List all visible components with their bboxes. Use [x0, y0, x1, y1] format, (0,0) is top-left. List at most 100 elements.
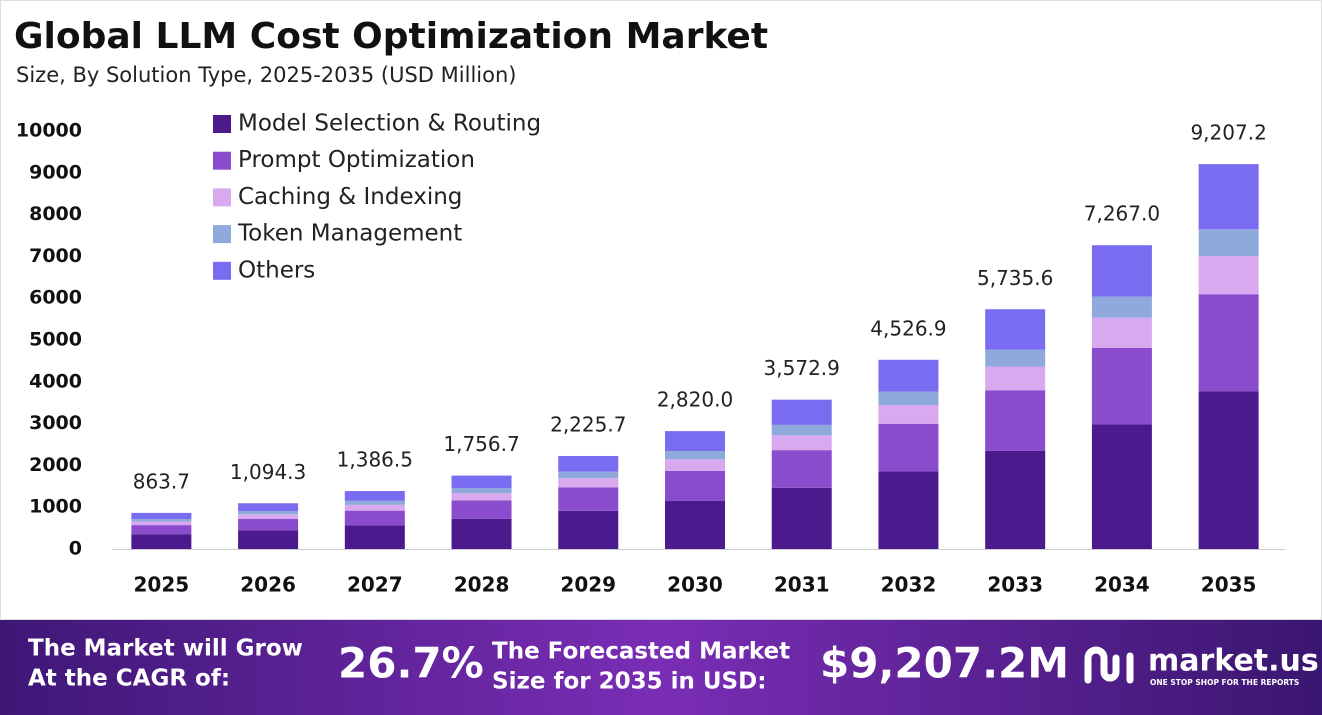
bar-segment	[985, 450, 1046, 549]
bar-segment	[878, 359, 939, 392]
bar-segment	[1091, 424, 1152, 549]
bar-segment	[558, 455, 619, 472]
bar-segment	[238, 514, 299, 519]
bar-segment	[1091, 245, 1152, 297]
forecast-text: Size for 2035 in USD:	[492, 669, 766, 695]
x-tick-label: 2033	[987, 573, 1043, 597]
bar-segment	[238, 503, 299, 511]
bar-segment	[451, 475, 512, 488]
y-tick-label: 7000	[29, 245, 82, 267]
x-tick-label: 2030	[667, 573, 723, 597]
bar-segment	[558, 471, 619, 479]
x-tick-label: 2032	[881, 573, 937, 597]
x-tick-label: 2027	[347, 573, 403, 597]
bar-segment	[344, 510, 405, 526]
bar-segment	[665, 431, 725, 452]
forecast-value: $9,207.2M	[820, 639, 1069, 688]
bar-segment	[1198, 229, 1259, 257]
x-tick-label: 2035	[1201, 573, 1257, 597]
legend-swatch	[213, 261, 231, 280]
bar-segment	[131, 512, 192, 519]
bar-segment	[131, 518, 192, 522]
bar-segment	[344, 504, 405, 511]
y-tick-label: 9000	[29, 161, 82, 183]
legend-label: Model Selection & Routing	[238, 111, 541, 137]
x-tick-label: 2029	[560, 573, 616, 597]
cagr-value: 26.7%	[338, 639, 484, 688]
y-tick-label: 2000	[29, 454, 82, 476]
y-tick-label: 1000	[29, 496, 82, 518]
y-tick-label: 10000	[16, 120, 82, 142]
bar-segment	[878, 471, 939, 549]
bar-segment	[878, 404, 939, 424]
total-label: 1,094.3	[230, 460, 306, 484]
bar-segment	[131, 525, 192, 535]
bar-segment	[985, 309, 1046, 350]
legend-swatch	[213, 151, 231, 170]
chart-subtitle: Size, By Solution Type, 2025-2035 (USD M…	[16, 63, 516, 87]
y-tick-label: 4000	[29, 370, 82, 392]
x-tick-label: 2034	[1094, 573, 1150, 597]
total-label: 3,572.9	[764, 356, 840, 380]
bar-segment	[985, 390, 1046, 451]
bar-segment	[451, 500, 512, 519]
bar-segment	[451, 518, 512, 549]
chart-title: Global LLM Cost Optimization Market	[14, 16, 768, 57]
y-tick-label: 5000	[29, 329, 82, 351]
total-label: 7,267.0	[1084, 202, 1160, 226]
total-label: 2,820.0	[657, 388, 733, 412]
cagr-text: The Market will Grow	[28, 636, 303, 662]
bar-segment	[238, 518, 299, 531]
footer: The Market will Grow At the CAGR of: 26.…	[28, 636, 1319, 695]
y-tick-label: 6000	[29, 287, 82, 309]
total-label: 5,735.6	[977, 266, 1053, 290]
bar-segment	[1198, 294, 1259, 392]
total-label: 4,526.9	[870, 316, 946, 340]
legend-swatch	[213, 115, 231, 133]
legend-label: Others	[238, 257, 315, 283]
bar-segment	[131, 521, 192, 526]
bar-segment	[1091, 296, 1152, 318]
bar-segment	[451, 493, 512, 501]
bar-segment	[344, 491, 405, 501]
legend-label: Token Management	[237, 221, 462, 247]
bar-segment	[1198, 391, 1259, 549]
x-tick-label: 2025	[134, 573, 190, 597]
legend-swatch	[213, 188, 231, 207]
bar-segment	[344, 500, 405, 505]
bar-segment	[238, 530, 299, 549]
bar-segment	[1091, 347, 1152, 425]
total-label: 1,756.7	[443, 432, 519, 456]
brand-logo	[1084, 646, 1134, 684]
total-label: 9,207.2	[1190, 121, 1266, 145]
bar-segment	[238, 510, 299, 515]
x-tick-label: 2031	[774, 573, 830, 597]
bar-segment	[878, 391, 939, 405]
total-label: 1,386.5	[337, 448, 413, 472]
bar-segment	[985, 349, 1046, 367]
bar-segment	[1198, 256, 1259, 295]
bar-segment	[771, 424, 832, 436]
bar-segment	[771, 487, 832, 549]
y-tick-label: 0	[69, 538, 82, 560]
bar-segment	[131, 534, 192, 549]
bar-segment	[878, 423, 939, 472]
y-tick-label: 8000	[29, 203, 82, 225]
bar-segment	[665, 459, 725, 471]
bar-segment	[451, 487, 512, 494]
x-tick-label: 2026	[240, 573, 296, 597]
bar-segment	[1091, 317, 1152, 348]
bar-segment	[1198, 164, 1259, 230]
total-label: 2,225.7	[550, 412, 626, 436]
bar-segment	[558, 478, 619, 488]
total-label: 863.7	[133, 469, 190, 493]
bar-segment	[344, 525, 405, 549]
cagr-text: At the CAGR of:	[28, 666, 230, 692]
bar-segment	[665, 500, 725, 549]
bar-segment	[665, 470, 725, 501]
x-tick-label: 2028	[454, 573, 510, 597]
brand-name: market.us	[1148, 644, 1319, 679]
brand-tagline: ONE STOP SHOP FOR THE REPORTS	[1150, 678, 1299, 687]
bar-segment	[985, 366, 1046, 391]
